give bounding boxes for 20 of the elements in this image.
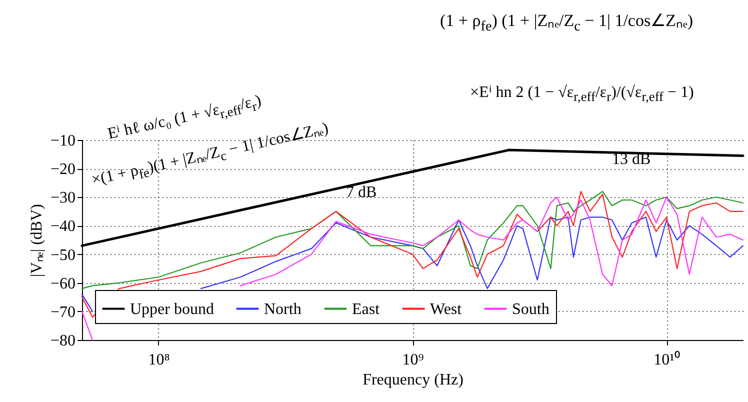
x-axis-title: Frequency (Hz) xyxy=(362,372,464,388)
y-tick-label: −20 xyxy=(50,161,76,178)
y-tick-label: −30 xyxy=(50,190,76,207)
y-tick-label: −10 xyxy=(50,132,76,150)
x-tick-label: 10⁹ xyxy=(402,352,424,368)
legend-label: South xyxy=(512,300,550,318)
y-axis-title: |Vₙₑ| (dBV) xyxy=(28,204,46,277)
y-tick-label: −60 xyxy=(50,275,76,292)
y-tick-label: −80 xyxy=(50,332,76,350)
text: (1 + ρ$_{fe}$) (1 + |Zₙₑ/Z$_{c}$ − 1| 1/cos∠Zₙₑ) xyxy=(440,10,693,36)
legend-label: Upper bound xyxy=(130,300,214,318)
x-tick-label: 10⁸ xyxy=(148,352,170,368)
x-tick-label: 10¹⁰ xyxy=(654,350,680,368)
y-tick-label: −70 xyxy=(50,304,76,321)
legend-label: East xyxy=(352,300,380,318)
text: ×Eⁱ hn 2 (1 − √ε$_{r,eff}$/ε$_{r}$)/(√ε$_{r,eff}$ − 1) xyxy=(470,83,694,106)
legend-label: North xyxy=(264,300,302,318)
y-tick-label: −50 xyxy=(50,246,76,264)
legend-label: West xyxy=(430,300,462,318)
y-tick-label: −40 xyxy=(50,218,76,236)
